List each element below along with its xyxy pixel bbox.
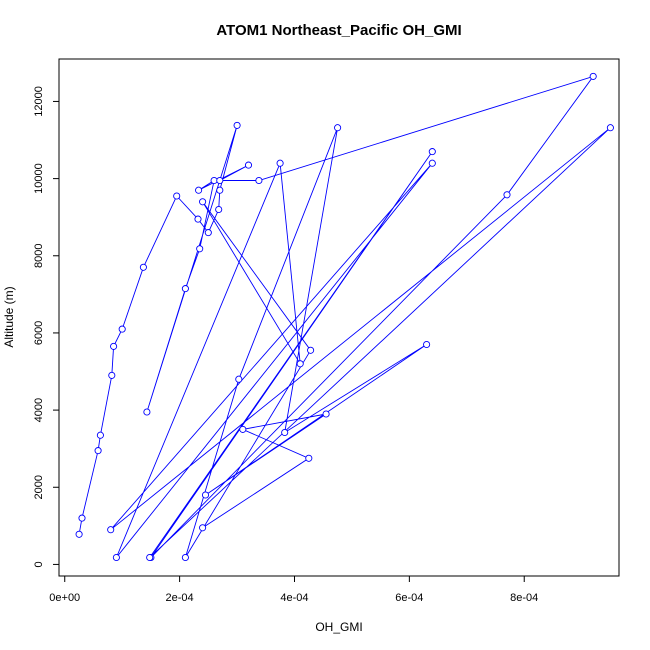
data-point xyxy=(606,124,614,132)
data-point xyxy=(296,360,304,368)
data-point xyxy=(78,514,86,522)
x-tick-label: 2e-04 xyxy=(166,592,194,604)
data-point xyxy=(239,425,247,433)
data-point xyxy=(216,186,224,194)
data-point xyxy=(108,371,116,379)
data-point xyxy=(215,205,223,214)
data-point xyxy=(199,524,207,532)
data-point xyxy=(322,410,330,418)
data-point xyxy=(194,215,202,223)
data-point xyxy=(334,124,342,132)
series-line xyxy=(78,75,611,558)
x-axis-label: OH_GMI xyxy=(315,620,362,634)
y-tick-label: 12000 xyxy=(33,86,45,117)
y-tick-label: 6000 xyxy=(33,321,45,345)
data-point xyxy=(75,530,83,538)
x-tick-label: 6e-04 xyxy=(395,592,423,604)
data-point xyxy=(112,553,120,562)
y-tick-label: 0 xyxy=(33,561,45,567)
data-point xyxy=(428,148,436,156)
data-point xyxy=(201,491,210,499)
data-point xyxy=(107,526,115,534)
x-tick-label: 4e-04 xyxy=(280,592,308,604)
x-tick-label: 0e+00 xyxy=(49,592,80,604)
data-point xyxy=(305,454,313,462)
y-tick-label: 10000 xyxy=(33,163,45,194)
data-point xyxy=(244,161,253,169)
data-point xyxy=(181,553,189,562)
y-tick-label: 8000 xyxy=(33,244,45,268)
y-axis-label: Altitude (m) xyxy=(2,286,16,347)
data-point xyxy=(199,198,207,206)
data-point xyxy=(204,229,212,237)
data-point xyxy=(428,159,436,167)
data-point xyxy=(139,263,147,271)
series-layer xyxy=(75,72,614,562)
data-point xyxy=(255,176,263,185)
data-point xyxy=(94,447,102,455)
x-axis: 0e+00 2e-04 4e-04 6e-04 8e-04 xyxy=(49,575,538,604)
data-point xyxy=(307,346,315,354)
data-point xyxy=(235,375,243,383)
y-tick-label: 4000 xyxy=(33,398,45,422)
x-tick-label: 8e-04 xyxy=(510,592,538,604)
y-axis: 0 2000 4000 6000 8000 10000 12000 xyxy=(33,86,60,567)
data-point xyxy=(195,186,203,194)
data-point xyxy=(281,428,289,437)
data-point xyxy=(423,340,431,349)
data-point xyxy=(276,159,284,167)
data-point xyxy=(118,325,126,333)
data-point xyxy=(146,553,154,562)
data-point xyxy=(143,408,151,416)
data-point xyxy=(503,191,511,199)
chart-title: ATOM1 Northeast_Pacific OH_GMI xyxy=(216,22,461,39)
data-point xyxy=(110,342,118,350)
data-point xyxy=(589,72,597,80)
data-point xyxy=(233,121,241,129)
y-tick-label: 2000 xyxy=(33,475,45,499)
data-point xyxy=(196,245,204,253)
data-point xyxy=(173,192,181,200)
data-point xyxy=(181,285,189,293)
data-point xyxy=(96,431,104,439)
data-point xyxy=(216,176,224,185)
plot-area-frame xyxy=(58,58,620,577)
